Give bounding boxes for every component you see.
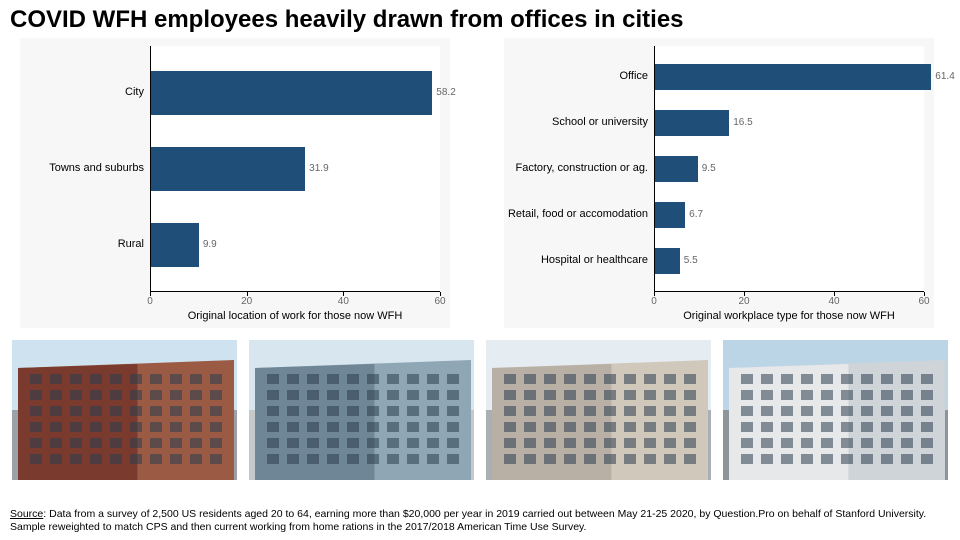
x-tick-mark [924,292,925,296]
x-tick-mark [343,292,344,296]
value-label: 61.4 [935,71,954,82]
category-label: Office [506,70,648,82]
x-tick: 60 [918,296,929,307]
neoclassical-govt-building [486,340,711,480]
category-label: Towns and suburbs [22,162,144,174]
x-tick-mark [744,292,745,296]
x-axis-label: Original workplace type for those now WF… [654,310,924,322]
x-tick: 20 [241,296,252,307]
bar [655,110,729,136]
chart-workplace-type: 61.416.59.56.75.5OfficeSchool or univers… [504,38,934,328]
value-label: 9.5 [702,163,716,174]
charts-row: 58.2 31.9 9.9 City Towns and suburbs Rural 0 20… [10,38,950,328]
bar [655,202,685,228]
modern-glass-office [249,340,474,480]
value-label: 16.5 [733,117,752,128]
x-tick-mark [654,292,655,296]
plot-area: 58.231.99.9 [150,46,440,292]
x-tick-mark [834,292,835,296]
value-label: 6.7 [689,209,703,220]
white-university-block [723,340,948,480]
category-label: Rural [22,238,144,250]
value-label: 9.9 [203,239,217,250]
value-label: 58.2 [436,87,455,98]
category-label: Factory, construction or ag. [506,162,648,174]
photo-row [10,340,950,480]
bar [151,223,199,267]
bar [655,156,698,182]
page-title: COVID WFH employees heavily drawn from o… [10,6,950,34]
source-note: Source: Data from a survey of 2,500 US r… [10,508,950,534]
bar [151,71,432,115]
bar [151,147,305,191]
x-tick: 40 [828,296,839,307]
x-axis-label: Original location of work for those now … [150,310,440,322]
x-tick-mark [440,292,441,296]
x-tick: 0 [651,296,657,307]
plot-area: 61.416.59.56.75.5 [654,46,924,292]
category-label: Hospital or healthcare [506,254,648,266]
x-tick-mark [150,292,151,296]
category-label: City [22,86,144,98]
x-tick-mark [247,292,248,296]
x-tick: 0 [147,296,153,307]
x-tick: 60 [434,296,445,307]
category-label: School or university [506,116,648,128]
x-tick: 20 [738,296,749,307]
bar [655,248,680,274]
category-label: Retail, food or accomodation [506,208,648,220]
x-tick: 40 [338,296,349,307]
source-lead: Source [10,508,43,520]
source-text: : Data from a survey of 2,500 US residen… [10,508,926,533]
bar [655,64,931,90]
chart-location: 58.231.99.9CityTowns and suburbsRural020… [20,38,450,328]
brick-victorian-building [12,340,237,480]
value-label: 5.5 [684,255,698,266]
value-label: 31.9 [309,163,328,174]
